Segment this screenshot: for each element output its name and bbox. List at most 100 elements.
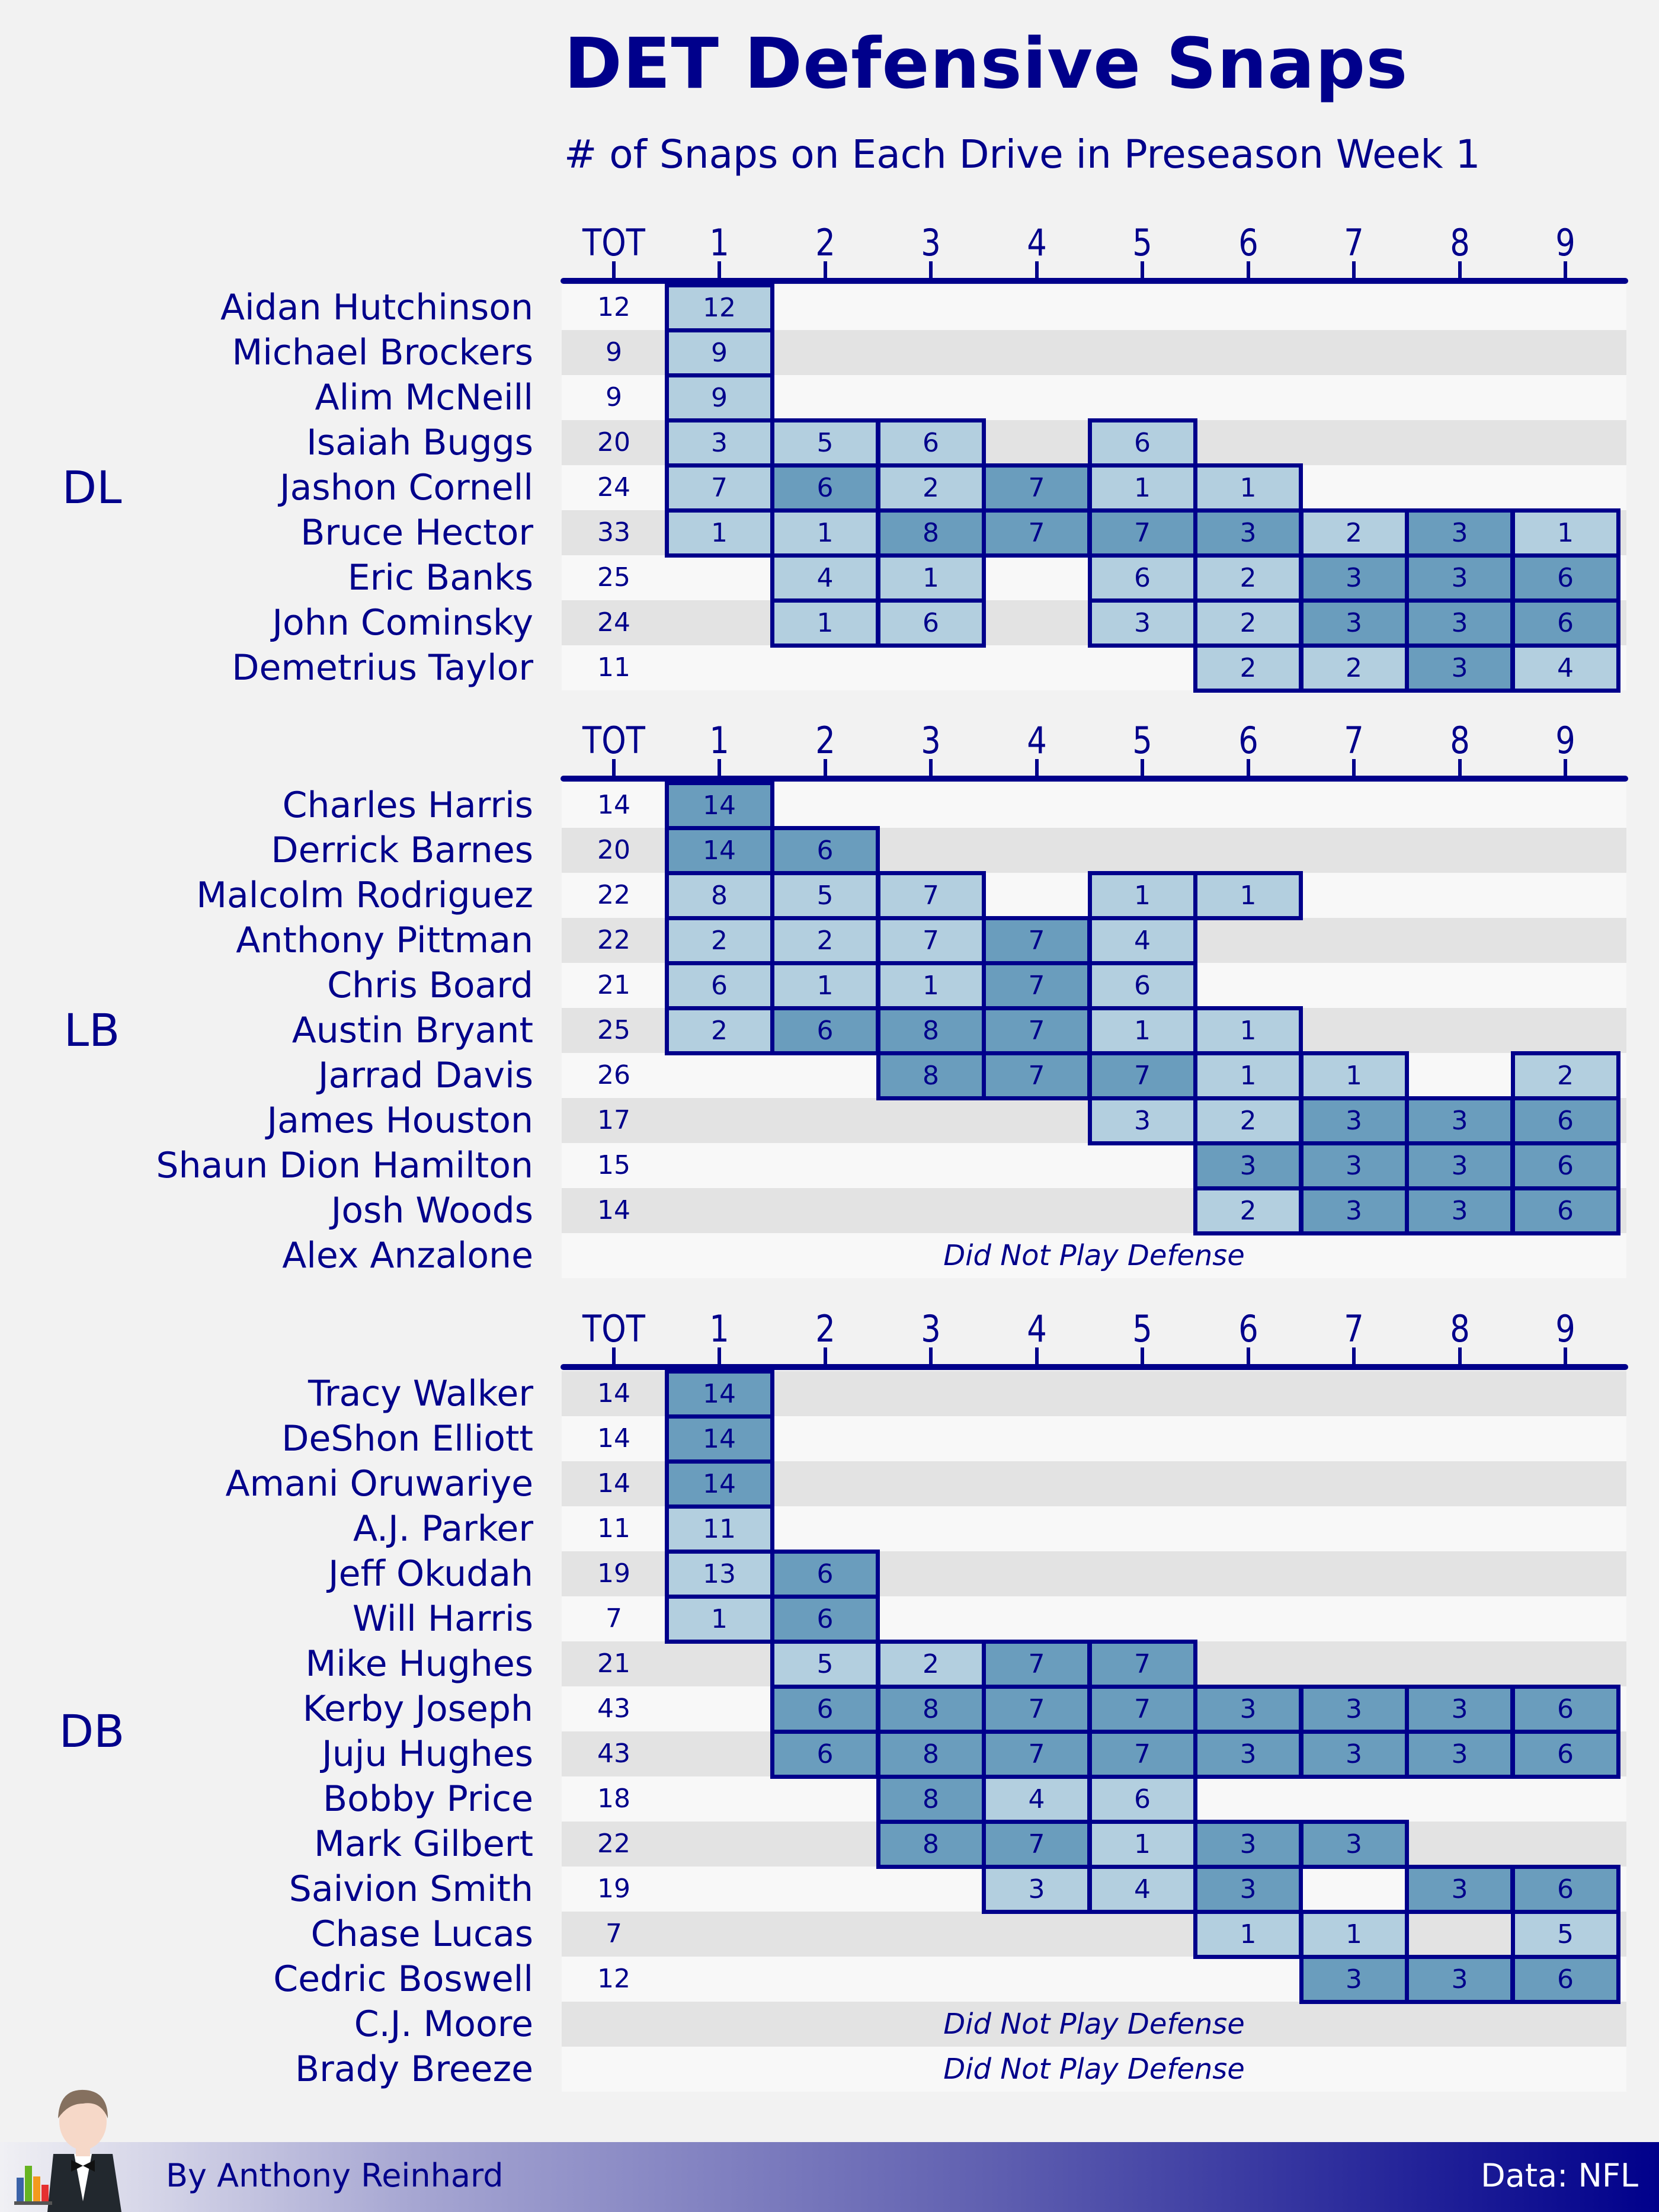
column-header: 1 <box>709 1307 729 1350</box>
column-header: 8 <box>1449 719 1470 762</box>
axis-tick <box>823 759 827 779</box>
axis-tick <box>1352 1347 1356 1368</box>
drive-snap-cell: 11 <box>664 1504 774 1554</box>
drive-snap-cell: 13 <box>664 1549 774 1599</box>
drive-snap-cell: 3 <box>982 1864 1091 1914</box>
author-credit: By Anthony Reinhard <box>166 2157 504 2194</box>
player-name: Jeff Okudah <box>328 1553 533 1595</box>
total-snaps: 14 <box>597 1423 630 1454</box>
axis-tick <box>1458 1347 1462 1368</box>
drive-snap-cell: 6 <box>664 961 774 1010</box>
axis-tick <box>1246 261 1250 281</box>
total-snaps: 24 <box>597 472 630 502</box>
drive-snap-cell: 9 <box>664 373 774 422</box>
drive-snap-cell: 8 <box>664 870 774 920</box>
drive-snap-cell: 6 <box>1510 1684 1620 1734</box>
drive-snap-cell: 3 <box>1193 1819 1303 1869</box>
drive-snap-cell: 6 <box>770 1549 880 1599</box>
did-not-play-label: Did Not Play Defense <box>943 2008 1245 2041</box>
drive-snap-cell: 1 <box>1299 1909 1409 1959</box>
drive-snap-cell: 6 <box>876 418 986 468</box>
total-snaps: 11 <box>597 1513 630 1544</box>
column-header: 4 <box>1026 719 1047 762</box>
total-snaps: 14 <box>597 1195 630 1225</box>
drive-snap-cell: 1 <box>876 961 986 1010</box>
chart-subtitle: # of Snaps on Each Drive in Preseason We… <box>564 132 1481 177</box>
drive-snap-cell: 8 <box>876 1819 986 1869</box>
drive-snap-cell: 1 <box>1087 870 1197 920</box>
column-header: 5 <box>1132 221 1152 264</box>
drive-snap-cell: 14 <box>664 1369 774 1419</box>
column-header: 2 <box>815 1307 835 1350</box>
player-name: Kerby Joseph <box>302 1688 533 1730</box>
drive-snap-cell: 4 <box>982 1774 1091 1824</box>
column-header: 6 <box>1238 1307 1258 1350</box>
player-name: Jarrad Davis <box>318 1055 533 1096</box>
player-name: Jashon Cornell <box>279 467 533 508</box>
drive-snap-cell: 3 <box>1087 1096 1197 1145</box>
axis-tick <box>1035 759 1039 779</box>
drive-snap-cell: 2 <box>1193 553 1303 603</box>
drive-snap-cell: 7 <box>982 1639 1091 1689</box>
drive-snap-cell: 1 <box>1193 463 1303 513</box>
drive-snap-cell: 2 <box>1510 1051 1620 1100</box>
column-header: TOT <box>582 221 645 264</box>
drive-snap-cell: 7 <box>982 1051 1091 1100</box>
player-name: Aidan Hutchinson <box>220 287 533 328</box>
axis-tick <box>1564 261 1567 281</box>
drive-snap-cell: 3 <box>1405 1864 1514 1914</box>
player-name: Charles Harris <box>282 785 533 826</box>
drive-snap-cell: 3 <box>1405 598 1514 648</box>
player-name: Saivion Smith <box>289 1868 533 1910</box>
axis-line <box>561 1364 1628 1370</box>
drive-snap-cell: 14 <box>664 825 774 875</box>
total-snaps: 14 <box>597 1378 630 1408</box>
drive-snap-cell: 6 <box>1087 1774 1197 1824</box>
drive-snap-cell: 1 <box>1193 1909 1303 1959</box>
player-name: Michael Brockers <box>232 332 533 373</box>
column-header: 8 <box>1449 1307 1470 1350</box>
total-snaps: 9 <box>606 382 622 412</box>
drive-snap-cell: 14 <box>664 1414 774 1464</box>
drive-snap-cell: 7 <box>1087 1639 1197 1689</box>
column-header: 7 <box>1344 221 1364 264</box>
column-header: 3 <box>921 1307 941 1350</box>
axis-tick <box>1141 1347 1144 1368</box>
drive-snap-cell: 7 <box>982 1684 1091 1734</box>
axis-tick <box>612 261 616 281</box>
total-snaps: 11 <box>597 652 630 683</box>
drive-snap-cell: 7 <box>1087 1684 1197 1734</box>
axis-tick <box>1246 1347 1250 1368</box>
drive-snap-cell: 3 <box>1193 1864 1303 1914</box>
drive-snap-cell: 2 <box>876 463 986 513</box>
drive-snap-cell: 6 <box>1087 553 1197 603</box>
player-name: Anthony Pittman <box>236 920 533 961</box>
drive-snap-cell: 8 <box>876 1729 986 1779</box>
drive-snap-cell: 3 <box>1405 1684 1514 1734</box>
waiter-logo-icon <box>14 2089 121 2212</box>
total-snaps: 43 <box>597 1739 630 1769</box>
footer-band <box>0 2142 1659 2212</box>
axis-tick <box>929 1347 933 1368</box>
drive-snap-cell: 2 <box>1193 598 1303 648</box>
column-header: 9 <box>1555 221 1575 264</box>
drive-snap-cell: 3 <box>1299 598 1409 648</box>
drive-snap-cell: 14 <box>664 1459 774 1509</box>
total-snaps: 7 <box>606 1603 622 1634</box>
drive-snap-cell: 6 <box>1510 1096 1620 1145</box>
drive-snap-cell: 2 <box>770 915 880 965</box>
column-header: 6 <box>1238 719 1258 762</box>
player-name: Shaun Dion Hamilton <box>156 1145 533 1186</box>
column-header: 5 <box>1132 1307 1152 1350</box>
drive-snap-cell: 7 <box>1087 1729 1197 1779</box>
total-snaps: 33 <box>597 517 630 548</box>
total-snaps: 22 <box>597 1829 630 1859</box>
drive-snap-cell: 3 <box>1299 1096 1409 1145</box>
drive-snap-cell: 5 <box>770 870 880 920</box>
drive-snap-cell: 4 <box>1510 643 1620 693</box>
player-name: Alim McNeill <box>315 377 533 418</box>
drive-snap-cell: 6 <box>1510 553 1620 603</box>
drive-snap-cell: 1 <box>1193 1006 1303 1055</box>
player-name: Derrick Barnes <box>271 830 533 871</box>
total-snaps: 19 <box>597 1558 630 1589</box>
